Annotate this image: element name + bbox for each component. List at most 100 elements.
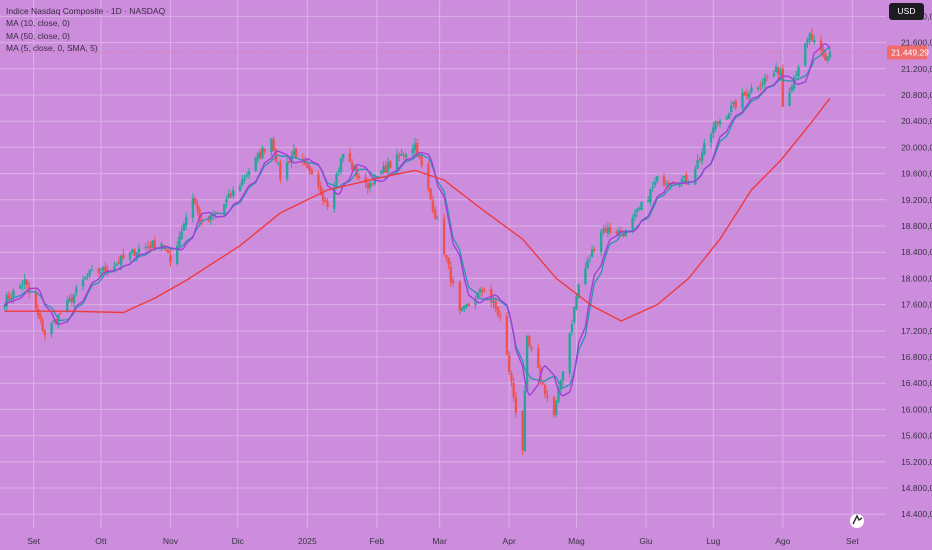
candle-body: [398, 155, 401, 157]
candle-body: [34, 292, 38, 309]
legend-ma5[interactable]: MA (5, close, 0, SMA, 5): [6, 42, 98, 53]
candle-body: [790, 86, 793, 92]
candle-body: [241, 179, 244, 186]
candle-body: [745, 93, 749, 97]
time-axis[interactable]: Set Ott Nov Dic 2025 Feb Mar Apr Mag Giu Lug Ago Set: [0, 528, 932, 550]
candle-body: [638, 208, 641, 211]
candle-body: [389, 160, 392, 168]
candle-body: [743, 91, 746, 96]
candle-body: [483, 290, 486, 292]
logo-circle: [850, 514, 864, 528]
candle-body: [528, 336, 531, 346]
candle-body: [279, 163, 282, 180]
candle-body: [301, 158, 305, 161]
candle-body: [400, 153, 403, 156]
candle-body: [335, 173, 338, 186]
candle-body: [66, 300, 69, 313]
candle-body: [180, 231, 183, 239]
legend-ma10[interactable]: MA (10, close, 0): [6, 18, 70, 29]
candle-body: [664, 183, 668, 185]
candle-body: [178, 236, 181, 247]
candle-body: [113, 266, 116, 271]
candle-body: [712, 127, 715, 134]
candle-body: [772, 73, 776, 77]
candle-body: [122, 254, 125, 259]
candle-body: [169, 254, 172, 262]
price-tick-label: 16.000,00: [901, 404, 932, 414]
candle-body: [806, 39, 809, 43]
candle-body: [490, 288, 493, 302]
candle-body: [555, 401, 558, 415]
candle-body: [366, 182, 370, 189]
candle-body: [285, 162, 289, 179]
legend-ma50[interactable]: MA (50, close, 0): [6, 30, 70, 41]
time-tick-label: Mar: [432, 536, 447, 546]
candle-body: [635, 209, 639, 213]
candle-body: [494, 300, 497, 309]
price-tick-label: 17.200,00: [901, 326, 932, 336]
candle-body: [411, 148, 414, 154]
candle-body: [474, 300, 477, 305]
candle-body: [709, 134, 713, 143]
candle-body: [211, 215, 215, 217]
candle-body: [227, 193, 230, 198]
candle-body: [725, 117, 728, 120]
price-tick-label: 19.200,00: [901, 195, 932, 205]
candle-body: [732, 101, 735, 105]
candle-body: [774, 66, 778, 73]
candle-body: [492, 301, 495, 303]
logo-mark: [852, 514, 863, 525]
candle-body: [135, 252, 139, 258]
candle-body: [261, 147, 264, 159]
candle-body: [714, 121, 717, 130]
price-axis[interactable]: 14.400,00 14.800,00 15.200,00 15.600,00 16.0…: [886, 0, 932, 550]
candle-body: [584, 268, 587, 285]
time-tick-label: Set: [846, 536, 859, 546]
candle-body: [680, 179, 684, 185]
candle-body: [792, 77, 796, 89]
currency-button[interactable]: USD: [889, 3, 924, 20]
candle-body: [321, 193, 325, 201]
last-price-tag: 21.449,29: [0, 45, 929, 60]
candle-body: [290, 155, 293, 163]
price-axis-background: [886, 0, 932, 550]
candle-body: [514, 396, 518, 413]
candle-body: [478, 289, 482, 293]
candle-body: [810, 33, 814, 41]
candle-body: [824, 54, 827, 61]
candle-body: [481, 289, 484, 292]
candle-body: [433, 209, 437, 219]
price-tick-label: 19.600,00: [901, 169, 932, 179]
tradingview-logo[interactable]: [850, 514, 864, 528]
candle-body: [561, 371, 565, 380]
candle-body: [678, 184, 681, 186]
candle-body: [70, 297, 73, 302]
candle-body: [184, 216, 188, 226]
candle-body: [288, 161, 291, 163]
chart-title[interactable]: Indice Nasdaq Composite · 1D · NASDAQ: [6, 6, 166, 16]
time-axis-background: [0, 528, 932, 550]
candle-body: [86, 274, 89, 277]
candle-body: [326, 201, 329, 208]
candle-body: [463, 305, 466, 309]
candle-body: [402, 155, 405, 157]
candle-body: [416, 143, 419, 157]
candle-body: [3, 306, 6, 308]
candle-body: [682, 175, 686, 178]
candle-body: [718, 120, 722, 125]
candle-body: [41, 319, 44, 331]
candle-body: [465, 304, 468, 307]
candle-body: [662, 176, 666, 185]
time-tick-label: Set: [27, 536, 40, 546]
candle-body: [25, 280, 29, 286]
candle-body: [395, 154, 399, 170]
candle-body: [498, 315, 502, 317]
candle-body: [225, 199, 228, 203]
candle-body: [512, 382, 515, 398]
price-tick-label: 17.600,00: [901, 300, 932, 310]
candle-body: [256, 153, 260, 160]
candle-body: [467, 304, 470, 306]
candle-body: [781, 68, 785, 107]
